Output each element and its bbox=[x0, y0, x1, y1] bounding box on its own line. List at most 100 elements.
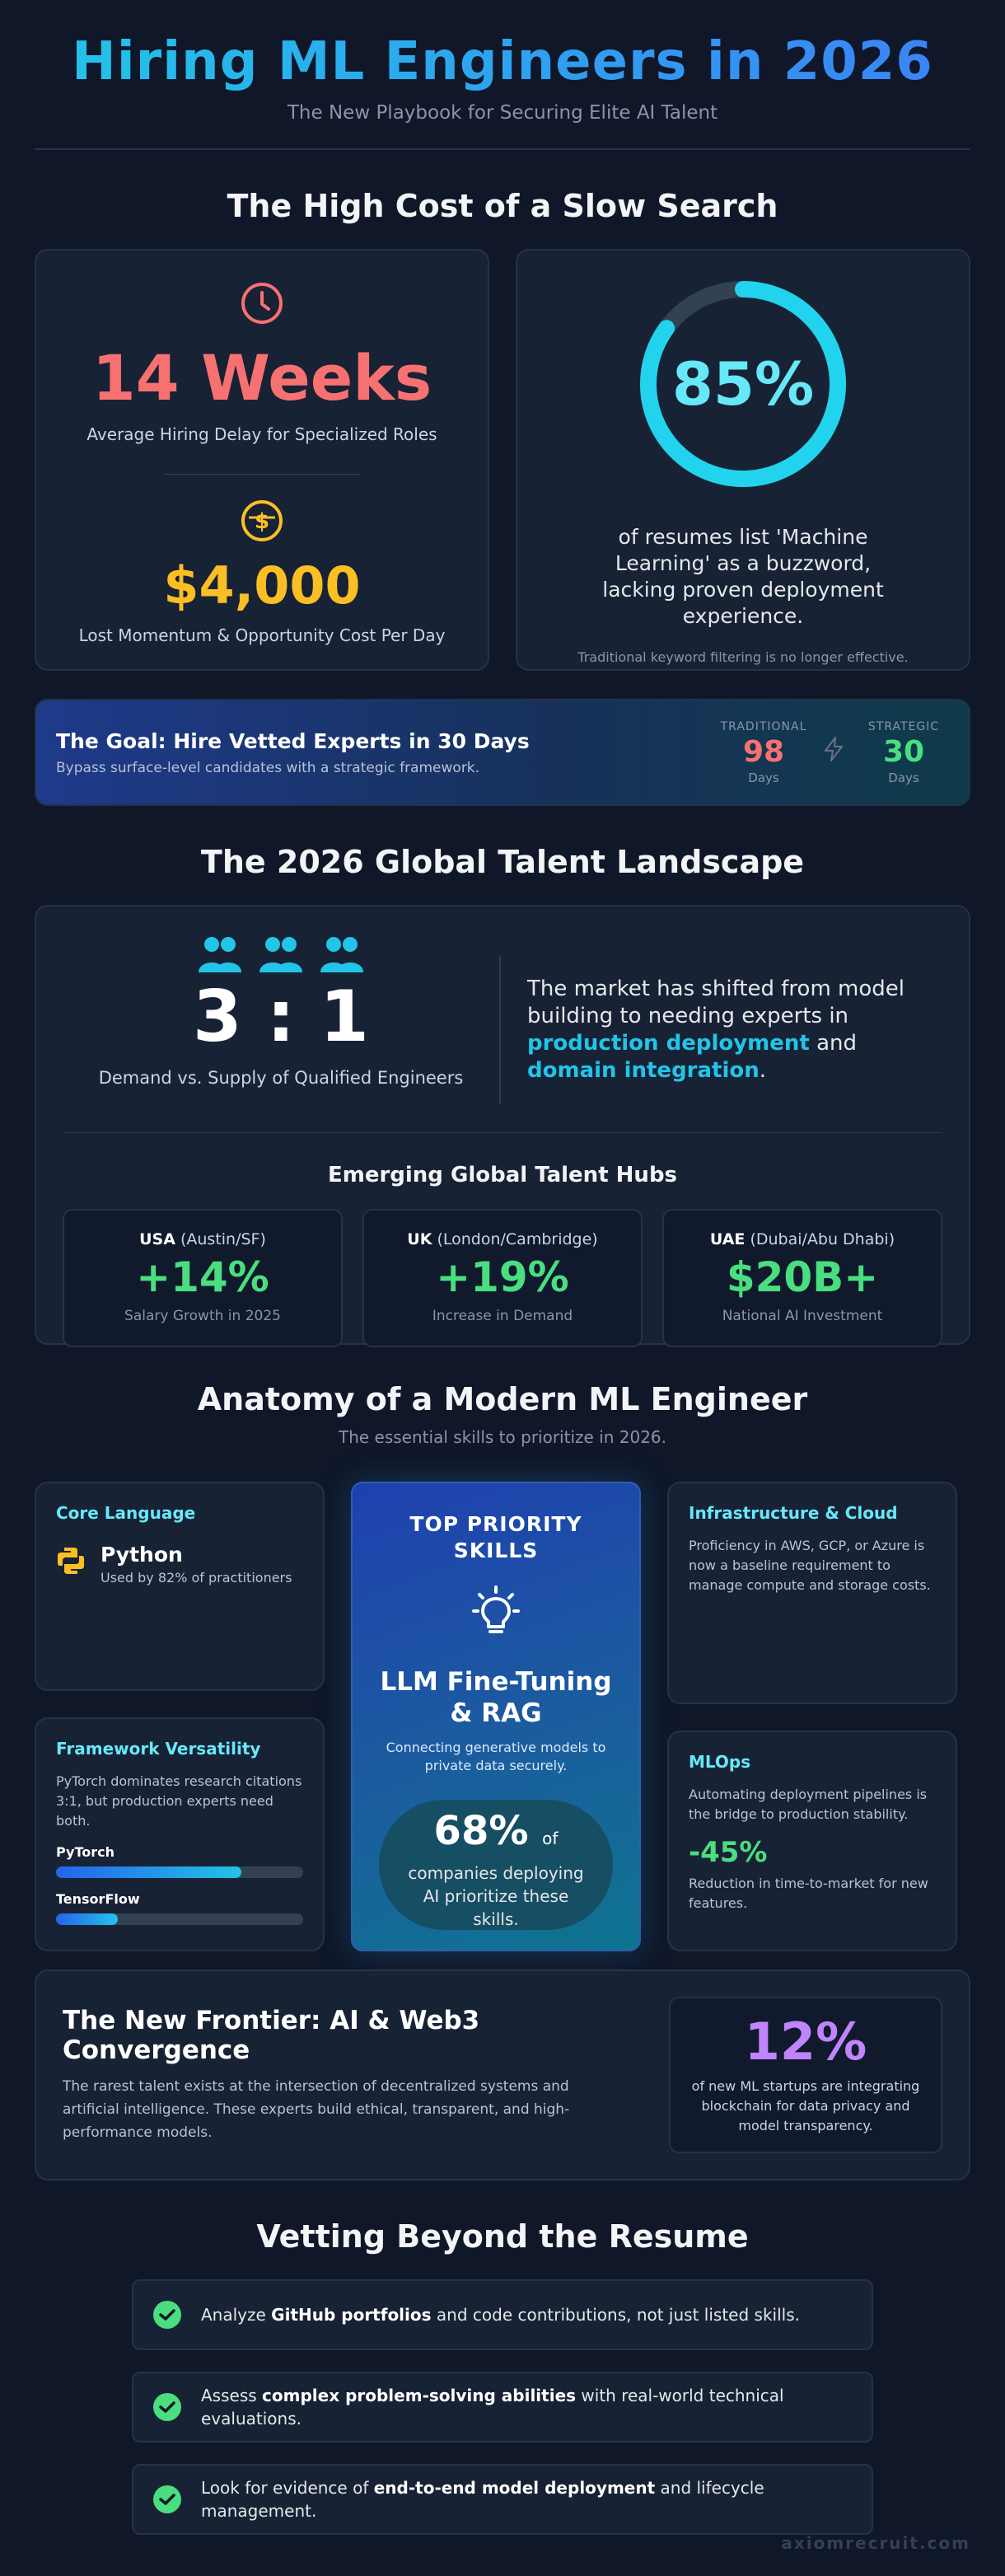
hub-value: $20B+ bbox=[726, 1253, 879, 1301]
hub-country: USA bbox=[139, 1230, 175, 1248]
hub-cities: (Dubai/Abu Dhabi) bbox=[745, 1230, 895, 1248]
hub-card-uk: UK (London/Cambridge) +19% Increase in D… bbox=[362, 1209, 643, 1347]
hub-cities: (London/Cambridge) bbox=[432, 1230, 598, 1248]
mlops-title: MLOps bbox=[689, 1752, 751, 1772]
delay-weeks-value: 14 Weeks bbox=[91, 341, 432, 415]
strategic-stat: STRATEGIC 30 Days bbox=[858, 720, 949, 785]
traditional-label: TRADITIONAL bbox=[720, 719, 807, 733]
infrastructure-text: Proficiency in AWS, GCP, or Azure is now… bbox=[689, 1538, 931, 1593]
vet-bold: complex problem-solving abilities bbox=[262, 2386, 577, 2405]
check-circle-icon bbox=[153, 2485, 181, 2513]
buzzword-ring-chart: 85% bbox=[636, 277, 850, 491]
landscape-divider bbox=[63, 1132, 942, 1133]
vet-text: with real-world technical evaluations. bbox=[201, 2386, 784, 2428]
python-label: Python bbox=[100, 1543, 183, 1567]
priority-stat-pill: 68% of companies deploying AI prioritize… bbox=[379, 1800, 613, 1930]
goal-description: Bypass surface-level candidates with a s… bbox=[56, 759, 480, 776]
infrastructure-card: Infrastructure & Cloud Proficiency in AW… bbox=[667, 1482, 957, 1704]
list-item: Analyze GitHub portfolios and code contr… bbox=[132, 2279, 873, 2350]
priority-caption: companies deploying AI prioritize these … bbox=[408, 1863, 584, 1929]
page-title: Hiring ML Engineers in 2026 bbox=[35, 31, 970, 92]
svg-text:$: $ bbox=[255, 509, 269, 534]
cost-card: 14 Weeks Average Hiring Delay for Specia… bbox=[35, 249, 489, 671]
vetting-list: Analyze GitHub portfolios and code contr… bbox=[132, 2279, 873, 2535]
hubs-list: USA (Austin/SF) +14% Salary Growth in 20… bbox=[63, 1209, 942, 1347]
header: Hiring ML Engineers in 2026 The New Play… bbox=[35, 0, 970, 124]
ratio-caption: Demand vs. Supply of Qualified Engineers bbox=[98, 1068, 464, 1088]
mlops-text: Automating deployment pipelines is the b… bbox=[689, 1787, 928, 1822]
buzzword-note: Traditional keyword filtering is no long… bbox=[577, 649, 909, 665]
people-group-icon bbox=[199, 937, 241, 972]
tensorflow-label: TensorFlow bbox=[56, 1891, 140, 1907]
tensorflow-bar bbox=[56, 1913, 303, 1925]
frontier-text: The rarest talent exists at the intersec… bbox=[63, 2078, 570, 2141]
clock-icon bbox=[241, 283, 283, 324]
dollar-coin-icon: $ bbox=[241, 500, 283, 541]
priority-title: TOP PRIORITY SKILLS bbox=[409, 1512, 582, 1562]
vertical-divider bbox=[499, 956, 501, 1104]
vet-text: Analyze bbox=[201, 2305, 272, 2325]
traditional-stat: TRADITIONAL 98 Days bbox=[718, 720, 809, 785]
vet-bold: GitHub portfolios bbox=[271, 2305, 432, 2325]
top-priority-card: TOP PRIORITY SKILLS LLM Fine-Tuning & RA… bbox=[351, 1482, 641, 1951]
vetting-section-title: Vetting Beyond the Resume bbox=[256, 2218, 749, 2255]
hub-value: +14% bbox=[136, 1253, 269, 1301]
people-icons bbox=[63, 934, 499, 974]
hub-caption: Increase in Demand bbox=[432, 1308, 573, 1324]
people-group-icon bbox=[320, 937, 363, 972]
delay-weeks-caption: Average Hiring Delay for Specialized Rol… bbox=[86, 424, 437, 444]
strategic-days: 30 bbox=[882, 734, 925, 769]
python-icon bbox=[58, 1548, 84, 1574]
market-text: . bbox=[759, 1058, 767, 1083]
frontier-title: The New Frontier: AI & Web3 Convergence bbox=[63, 2006, 480, 2065]
vet-text: Look for evidence of bbox=[201, 2478, 374, 2498]
python-caption: Used by 82% of practitioners bbox=[100, 1570, 292, 1585]
hubs-title: Emerging Global Talent Hubs bbox=[327, 1163, 678, 1187]
demand-supply-ratio: 3 : 1 bbox=[193, 976, 369, 1058]
priority-skill: LLM Fine-Tuning & RAG bbox=[380, 1667, 612, 1728]
infrastructure-title: Infrastructure & Cloud bbox=[689, 1503, 898, 1523]
hub-country: UK bbox=[407, 1230, 432, 1248]
framework-title: Framework Versatility bbox=[56, 1739, 261, 1759]
vet-text: Assess bbox=[201, 2386, 263, 2405]
anatomy-section-title: Anatomy of a Modern ML Engineer bbox=[197, 1381, 808, 1417]
mlops-card: MLOps Automating deployment pipelines is… bbox=[667, 1731, 957, 1951]
cost-per-day-caption: Lost Momentum & Opportunity Cost Per Day bbox=[78, 625, 446, 645]
hub-caption: Salary Growth in 2025 bbox=[124, 1308, 281, 1324]
traditional-days: 98 bbox=[742, 734, 785, 769]
cost-divider bbox=[163, 474, 361, 475]
buzzword-caption: of resumes list 'Machine Learning' as a … bbox=[602, 525, 884, 628]
cost-per-day-value: $4,000 bbox=[163, 555, 361, 616]
landscape-section-title: The 2026 Global Talent Landscape bbox=[200, 844, 805, 880]
hub-card-uae: UAE (Dubai/Abu Dhabi) $20B+ National AI … bbox=[662, 1209, 942, 1347]
mlops-value: -45% bbox=[689, 1836, 768, 1869]
ring-progress-arc bbox=[640, 281, 846, 487]
strategic-unit: Days bbox=[888, 770, 919, 785]
market-text: and bbox=[809, 1031, 858, 1056]
frontier-stat-box: 12% of new ML startups are integrating b… bbox=[669, 1997, 942, 2153]
frontier-value: 12% bbox=[744, 2012, 867, 2072]
anatomy-subtitle: The essential skills to prioritize in 20… bbox=[338, 1427, 667, 1447]
people-group-icon bbox=[259, 937, 302, 972]
check-circle-icon bbox=[153, 2393, 181, 2421]
market-highlight-deployment: production deployment bbox=[527, 1031, 810, 1056]
hub-card-usa: USA (Austin/SF) +14% Salary Growth in 20… bbox=[63, 1209, 343, 1347]
hub-value: +19% bbox=[436, 1253, 569, 1301]
mlops-caption: Reduction in time-to-market for new feat… bbox=[689, 1876, 928, 1911]
framework-card: Framework Versatility PyTorch dominates … bbox=[35, 1717, 325, 1951]
framework-text: PyTorch dominates research citations 3:1… bbox=[56, 1773, 302, 1829]
goal-title: The Goal: Hire Vetted Experts in 30 Days bbox=[56, 728, 530, 753]
page-subtitle: The New Playbook for Securing Elite AI T… bbox=[287, 102, 718, 124]
pytorch-label: PyTorch bbox=[56, 1844, 115, 1860]
traditional-unit: Days bbox=[748, 770, 779, 785]
market-shift-text: The market has shifted from model buildi… bbox=[501, 934, 942, 1132]
talent-landscape-card: 3 : 1 Demand vs. Supply of Qualified Eng… bbox=[35, 905, 970, 1347]
buzzword-card: 85% of resumes list 'Machine Learning' a… bbox=[516, 249, 970, 671]
check-circle-icon bbox=[153, 2301, 181, 2329]
pytorch-bar-fill bbox=[56, 1866, 241, 1878]
lightning-icon bbox=[809, 736, 858, 769]
hub-country: UAE bbox=[709, 1230, 746, 1248]
market-text: The market has shifted from model buildi… bbox=[527, 977, 905, 1028]
strategic-label: STRATEGIC bbox=[867, 719, 940, 733]
